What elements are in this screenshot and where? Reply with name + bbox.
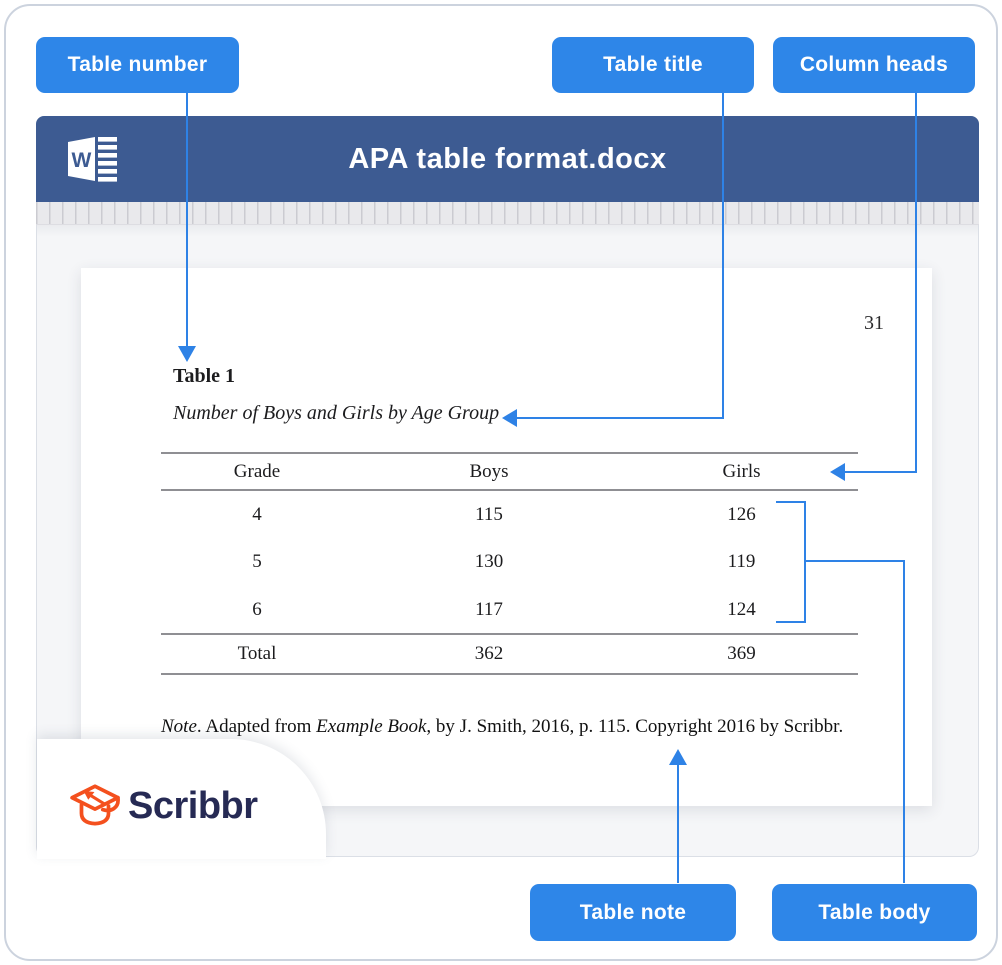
table-row: 4 115 126: [252, 503, 756, 525]
column-heads-callout[interactable]: Column heads: [773, 37, 975, 93]
table-total-row: Total 362 369: [161, 634, 858, 674]
page-number: 31: [864, 312, 884, 334]
table-header-row: Grade Boys Girls: [161, 453, 858, 490]
table-body-rows: 4 115 126 5 130 119 6 117 124: [161, 490, 858, 634]
col-head-girls: Girls: [722, 460, 761, 482]
table-number-text: Table 1: [173, 365, 236, 387]
table-row: 5 130 119: [252, 551, 756, 572]
apa-table: Grade Boys Girls 4 115 126 5 130 119 6 117 124 T…: [161, 452, 858, 675]
table-title-text: Number of Boys and Girls by Age Group: [173, 402, 500, 424]
scribbr-cap-icon: [70, 784, 120, 826]
corner-blob: [37, 739, 326, 859]
scribbr-logo: Scribbr: [39, 781, 258, 831]
document-page: 31 Table 1 Number of Boys and Girls by A…: [81, 268, 932, 806]
outer-card: W APA table format.docx 31 Table 1 Numbe…: [4, 4, 998, 961]
col-head-grade: Grade: [233, 460, 281, 482]
total-label: Total: [237, 643, 277, 664]
total-boys: 362: [474, 643, 504, 664]
table-note-text: Note. Adapted from Example Book, by J. S…: [161, 716, 844, 737]
table-body-callout[interactable]: Table body: [772, 884, 977, 941]
scribbr-wordmark: Scribbr: [128, 784, 258, 827]
window-titlebar: W APA table format.docx: [36, 116, 979, 202]
document-filename: APA table format.docx: [348, 142, 667, 175]
table-number-callout[interactable]: Table number: [36, 37, 239, 93]
word-icon: W: [68, 137, 117, 182]
table-note-callout[interactable]: Table note: [530, 884, 736, 941]
table-row: 6 117 124: [252, 598, 756, 620]
table-title-callout[interactable]: Table title: [552, 37, 754, 93]
ruler: [36, 202, 979, 225]
total-girls: 369: [727, 643, 756, 664]
svg-text:W: W: [72, 149, 92, 172]
col-head-boys: Boys: [469, 460, 509, 482]
